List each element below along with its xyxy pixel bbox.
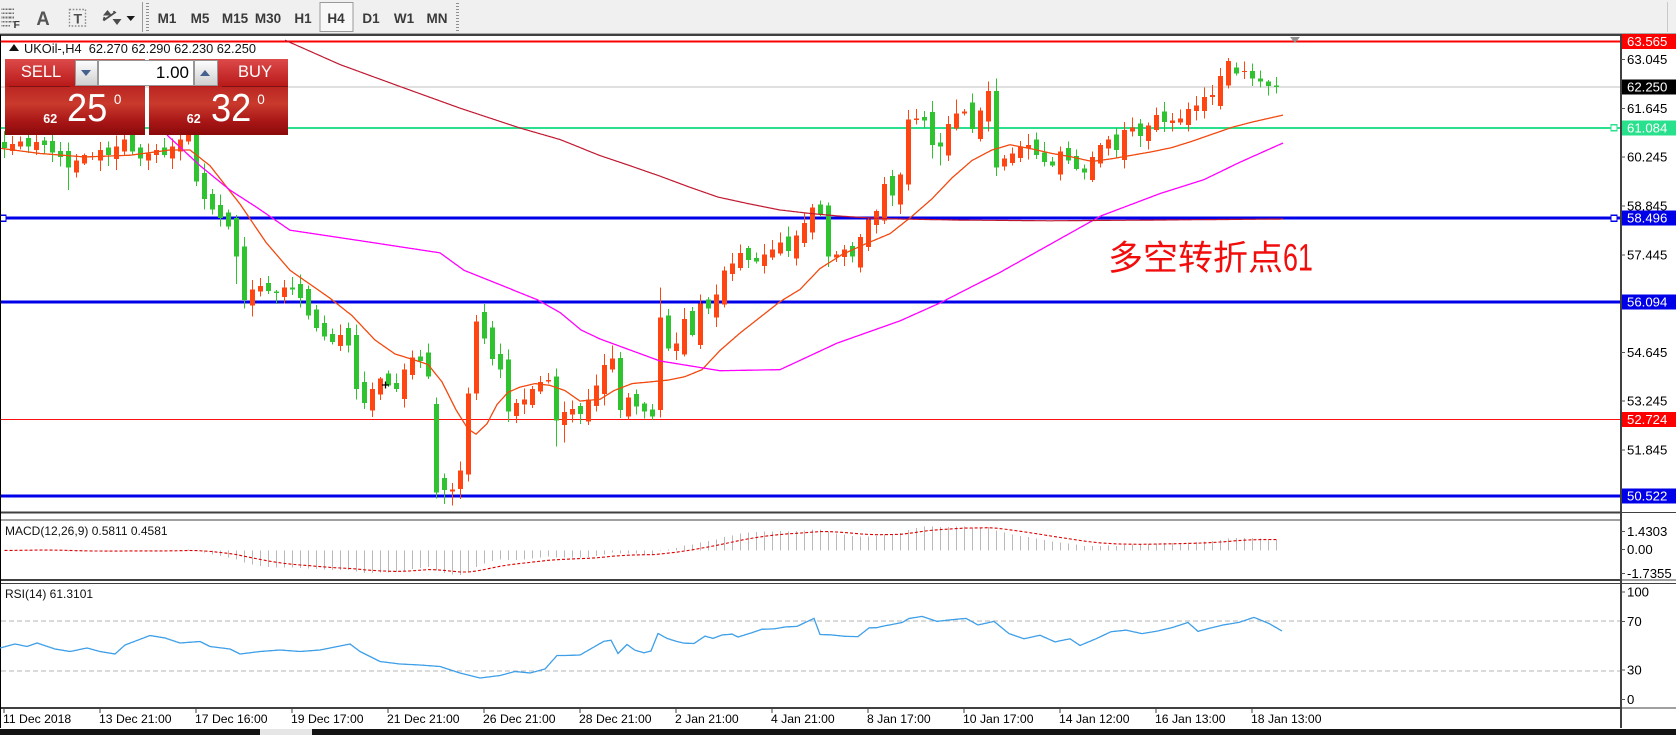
svg-text:0: 0: [1627, 692, 1634, 707]
svg-text:A: A: [36, 8, 50, 29]
svg-text:28 Dec 21:00: 28 Dec 21:00: [579, 712, 652, 726]
svg-text:16 Jan 13:00: 16 Jan 13:00: [1155, 712, 1226, 726]
svg-text:58.845: 58.845: [1627, 198, 1667, 213]
svg-text:52.724: 52.724: [1627, 412, 1667, 427]
svg-text:56.094: 56.094: [1627, 294, 1667, 309]
svg-text:61.645: 61.645: [1627, 101, 1667, 116]
svg-text:30: 30: [1627, 663, 1642, 678]
svg-text:4 Jan 21:00: 4 Jan 21:00: [771, 712, 835, 726]
svg-text:70: 70: [1627, 614, 1642, 629]
svg-text:RSI(14) 61.3101: RSI(14) 61.3101: [5, 587, 93, 601]
svg-text:UKOil-,H4 62.270 62.290 62.23: UKOil-,H4 62.270 62.290 62.230 62.250: [24, 41, 256, 56]
svg-text:54.645: 54.645: [1627, 345, 1667, 360]
svg-text:19 Dec 17:00: 19 Dec 17:00: [291, 712, 364, 726]
svg-text:58.496: 58.496: [1627, 211, 1667, 226]
svg-text:62.250: 62.250: [1627, 80, 1667, 95]
svg-text:M30: M30: [255, 11, 281, 26]
svg-text:57.445: 57.445: [1627, 247, 1667, 262]
svg-text:8 Jan 17:00: 8 Jan 17:00: [867, 712, 931, 726]
svg-text:51.845: 51.845: [1627, 443, 1667, 458]
svg-text:H1: H1: [294, 11, 312, 26]
svg-text:2 Jan 21:00: 2 Jan 21:00: [675, 712, 739, 726]
svg-text:61.084: 61.084: [1627, 120, 1667, 135]
svg-text:53.245: 53.245: [1627, 394, 1667, 409]
svg-text:11 Dec 2018: 11 Dec 2018: [3, 712, 71, 726]
svg-text:H4: H4: [327, 11, 345, 26]
svg-text:M1: M1: [158, 11, 177, 26]
svg-text:1.4303: 1.4303: [1627, 524, 1667, 539]
svg-text:14 Jan 12:00: 14 Jan 12:00: [1059, 712, 1130, 726]
svg-text:26 Dec 21:00: 26 Dec 21:00: [483, 712, 556, 726]
svg-text:17 Dec 16:00: 17 Dec 16:00: [195, 712, 268, 726]
svg-text:60.245: 60.245: [1627, 150, 1667, 165]
svg-text:F: F: [14, 19, 21, 31]
svg-text:M5: M5: [191, 11, 210, 26]
svg-text:63.565: 63.565: [1627, 34, 1667, 49]
svg-text:10 Jan 17:00: 10 Jan 17:00: [963, 712, 1034, 726]
svg-text:50.522: 50.522: [1627, 489, 1667, 504]
svg-text:0.00: 0.00: [1627, 542, 1653, 557]
svg-text:MN: MN: [427, 11, 448, 26]
svg-text:D1: D1: [362, 11, 380, 26]
svg-text:100: 100: [1627, 585, 1649, 600]
svg-text:13 Dec 21:00: 13 Dec 21:00: [99, 712, 172, 726]
svg-text:63.045: 63.045: [1627, 52, 1667, 67]
svg-text:M15: M15: [222, 11, 249, 26]
svg-text:MACD(12,26,9) 0.5811 0.4581: MACD(12,26,9) 0.5811 0.4581: [5, 524, 168, 538]
svg-text:W1: W1: [394, 11, 415, 26]
svg-text:-1.7355: -1.7355: [1627, 566, 1672, 581]
svg-text:21 Dec 21:00: 21 Dec 21:00: [387, 712, 460, 726]
svg-text:T: T: [74, 11, 83, 27]
svg-text:18 Jan 13:00: 18 Jan 13:00: [1251, 712, 1322, 726]
